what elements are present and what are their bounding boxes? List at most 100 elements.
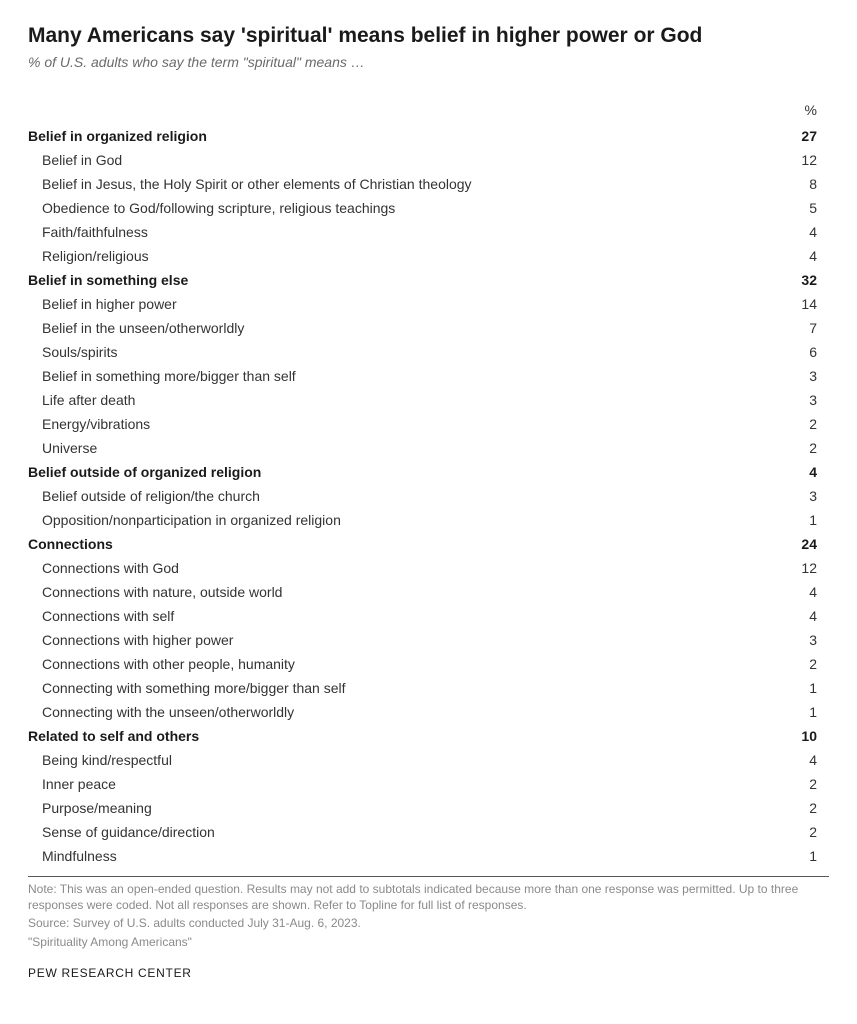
item-value: 1 [777, 700, 829, 724]
table-row: Belief outside of religion/the church3 [28, 484, 829, 508]
group-header-row: Belief in organized religion27 [28, 124, 829, 148]
table-row: Souls/spirits6 [28, 340, 829, 364]
item-value: 3 [777, 628, 829, 652]
table-row: Sense of guidance/direction2 [28, 820, 829, 844]
table-row: Connecting with the unseen/otherworldly1 [28, 700, 829, 724]
item-value: 3 [777, 388, 829, 412]
item-value: 12 [777, 148, 829, 172]
group-value: 4 [777, 460, 829, 484]
table-row: Faith/faithfulness4 [28, 220, 829, 244]
item-value: 2 [777, 820, 829, 844]
percent-column-header: % [777, 98, 829, 124]
item-value: 7 [777, 316, 829, 340]
page-subtitle: % of U.S. adults who say the term "spiri… [28, 54, 829, 70]
item-value: 4 [777, 580, 829, 604]
item-value: 4 [777, 244, 829, 268]
item-label: Opposition/nonparticipation in organized… [28, 508, 777, 532]
group-value: 27 [777, 124, 829, 148]
item-label: Connections with other people, humanity [28, 652, 777, 676]
item-value: 2 [777, 652, 829, 676]
item-label: Religion/religious [28, 244, 777, 268]
item-value: 1 [777, 508, 829, 532]
item-label: Universe [28, 436, 777, 460]
group-label: Connections [28, 532, 777, 556]
item-value: 2 [777, 412, 829, 436]
item-value: 2 [777, 436, 829, 460]
item-label: Belief outside of religion/the church [28, 484, 777, 508]
item-label: Connections with nature, outside world [28, 580, 777, 604]
table-row: Connections with nature, outside world4 [28, 580, 829, 604]
data-table: % Belief in organized religion27Belief i… [28, 98, 829, 868]
table-row: Being kind/respectful4 [28, 748, 829, 772]
item-value: 3 [777, 484, 829, 508]
table-row: Belief in God12 [28, 148, 829, 172]
source-text: Source: Survey of U.S. adults conducted … [28, 915, 829, 931]
group-header-row: Belief outside of organized religion4 [28, 460, 829, 484]
table-row: Mindfulness1 [28, 844, 829, 868]
item-label: Connections with higher power [28, 628, 777, 652]
table-row: Connections with higher power3 [28, 628, 829, 652]
table-row: Universe2 [28, 436, 829, 460]
table-row: Belief in Jesus, the Holy Spirit or othe… [28, 172, 829, 196]
item-label: Connections with self [28, 604, 777, 628]
table-row: Belief in something more/bigger than sel… [28, 364, 829, 388]
item-value: 6 [777, 340, 829, 364]
group-header-row: Connections24 [28, 532, 829, 556]
item-label: Obedience to God/following scripture, re… [28, 196, 777, 220]
item-label: Energy/vibrations [28, 412, 777, 436]
item-label: Connections with God [28, 556, 777, 580]
item-label: Souls/spirits [28, 340, 777, 364]
item-label: Belief in Jesus, the Holy Spirit or othe… [28, 172, 777, 196]
item-value: 4 [777, 748, 829, 772]
item-label: Being kind/respectful [28, 748, 777, 772]
item-label: Connecting with something more/bigger th… [28, 676, 777, 700]
table-row: Opposition/nonparticipation in organized… [28, 508, 829, 532]
table-row: Inner peace2 [28, 772, 829, 796]
item-label: Belief in higher power [28, 292, 777, 316]
page-title: Many Americans say 'spiritual' means bel… [28, 24, 829, 48]
footnotes: Note: This was an open-ended question. R… [28, 876, 829, 950]
group-label: Belief outside of organized religion [28, 460, 777, 484]
item-label: Inner peace [28, 772, 777, 796]
item-value: 14 [777, 292, 829, 316]
table-row: Belief in higher power14 [28, 292, 829, 316]
table-row: Energy/vibrations2 [28, 412, 829, 436]
table-row: Connections with self4 [28, 604, 829, 628]
group-header-row: Belief in something else32 [28, 268, 829, 292]
item-label: Faith/faithfulness [28, 220, 777, 244]
item-value: 4 [777, 220, 829, 244]
item-value: 1 [777, 844, 829, 868]
item-label: Mindfulness [28, 844, 777, 868]
item-label: Belief in God [28, 148, 777, 172]
column-header-row: % [28, 98, 829, 124]
item-value: 3 [777, 364, 829, 388]
item-value: 1 [777, 676, 829, 700]
group-label: Belief in something else [28, 268, 777, 292]
table-row: Religion/religious4 [28, 244, 829, 268]
table-row: Life after death3 [28, 388, 829, 412]
item-value: 2 [777, 796, 829, 820]
item-label: Purpose/meaning [28, 796, 777, 820]
item-label: Life after death [28, 388, 777, 412]
item-label: Belief in the unseen/otherworldly [28, 316, 777, 340]
group-value: 32 [777, 268, 829, 292]
item-value: 5 [777, 196, 829, 220]
item-value: 2 [777, 772, 829, 796]
item-label: Connecting with the unseen/otherworldly [28, 700, 777, 724]
report-title: "Spirituality Among Americans" [28, 934, 829, 950]
table-row: Connecting with something more/bigger th… [28, 676, 829, 700]
attribution: PEW RESEARCH CENTER [28, 966, 829, 980]
table-row: Obedience to God/following scripture, re… [28, 196, 829, 220]
group-value: 24 [777, 532, 829, 556]
note-text: Note: This was an open-ended question. R… [28, 881, 829, 913]
table-row: Connections with God12 [28, 556, 829, 580]
group-label: Belief in organized religion [28, 124, 777, 148]
item-label: Belief in something more/bigger than sel… [28, 364, 777, 388]
table-row: Belief in the unseen/otherworldly7 [28, 316, 829, 340]
table-row: Purpose/meaning2 [28, 796, 829, 820]
group-header-row: Related to self and others10 [28, 724, 829, 748]
item-value: 12 [777, 556, 829, 580]
item-value: 4 [777, 604, 829, 628]
item-label: Sense of guidance/direction [28, 820, 777, 844]
group-value: 10 [777, 724, 829, 748]
